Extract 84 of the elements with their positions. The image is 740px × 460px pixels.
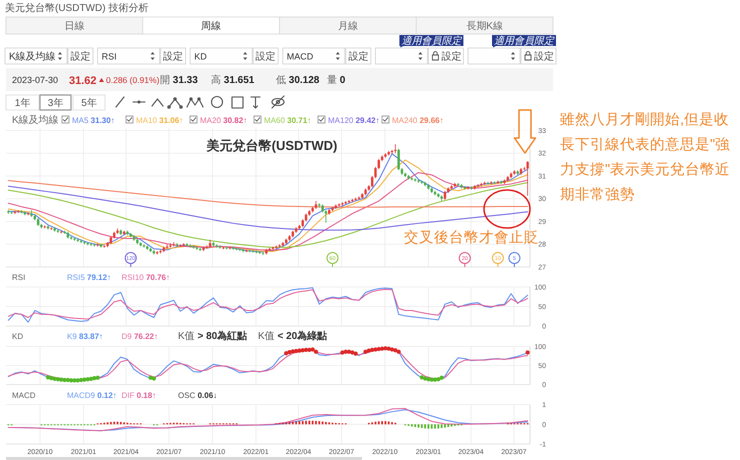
text: 設定 xyxy=(348,50,368,62)
text: MACD9 0.12↑ xyxy=(67,391,117,400)
point xyxy=(284,351,288,356)
point xyxy=(148,376,153,380)
text: D9 76.22↑ xyxy=(122,332,158,341)
legend-title: KD xyxy=(12,332,24,341)
text: MA240 29.66↑ xyxy=(392,116,444,125)
text: DIF 0.18↑ xyxy=(122,391,156,400)
text: 3年 xyxy=(48,97,64,109)
text: RSI xyxy=(102,52,117,62)
point xyxy=(393,348,398,352)
text: MA5 31.30↑ xyxy=(72,116,115,125)
point xyxy=(304,348,308,352)
line-series xyxy=(8,180,528,208)
text: K值 < 20為綠點 xyxy=(258,330,328,342)
annotation: 交叉後台幣才會止貶 xyxy=(404,229,539,246)
point xyxy=(363,350,368,354)
candlestick xyxy=(483,181,486,186)
point xyxy=(46,375,50,380)
text: 2023-07-30 xyxy=(12,75,58,85)
text: MA120 29.42↑ xyxy=(328,116,380,125)
text: 美元兌台幣(USDTWD) 技術分析 xyxy=(5,2,148,14)
point xyxy=(526,350,530,355)
series-label: RSI5 79.12↑ xyxy=(67,273,112,282)
text: 高 31.651 xyxy=(211,74,255,86)
point xyxy=(314,350,318,354)
point xyxy=(310,347,315,352)
point xyxy=(432,378,438,382)
text: 設定 xyxy=(441,50,462,62)
text: 0.286 (0.91%) xyxy=(106,75,160,85)
point xyxy=(152,376,156,381)
candlestick xyxy=(278,244,281,248)
point xyxy=(96,376,100,380)
point xyxy=(354,352,358,356)
text: MA10 31.06↑ xyxy=(136,116,184,125)
text: 長期K線 xyxy=(466,20,503,32)
point xyxy=(287,350,292,354)
text: OSC 0.06↓ xyxy=(178,391,218,400)
text: 5年 xyxy=(81,97,97,109)
candlestick xyxy=(80,239,82,244)
point xyxy=(350,350,354,355)
candlestick xyxy=(192,244,195,250)
candlestick xyxy=(397,148,400,171)
text: KD xyxy=(194,52,208,62)
text: K線及均線 xyxy=(9,50,56,62)
candlestick xyxy=(394,144,397,154)
text: 低 30.128 xyxy=(276,75,320,86)
candlestick xyxy=(341,202,344,206)
text: 量 0 xyxy=(327,75,346,86)
text: K值 > 80為紅點 xyxy=(178,330,248,342)
point xyxy=(440,376,444,380)
candlestick xyxy=(166,244,168,250)
text: MACD xyxy=(286,52,314,62)
text: 設定 xyxy=(163,50,184,62)
text: 日線 xyxy=(64,21,84,32)
point xyxy=(88,376,94,381)
legend-title: MACD xyxy=(12,391,36,400)
text: 雖然八月才剛開始,但是收長下引線代表的意思是"強力支撐"表示美元兌台幣近期非常強勢 xyxy=(560,111,730,203)
text: MA20 30.82↑ xyxy=(200,116,248,125)
candlestick xyxy=(7,210,10,214)
text: 周線 xyxy=(201,21,222,32)
text: 美元兌台幣(USDTWD) xyxy=(206,138,338,154)
legend-title: K線及均線 xyxy=(12,114,59,126)
point xyxy=(396,350,401,354)
line-series xyxy=(8,186,528,231)
text: 設定 xyxy=(534,50,554,62)
text: 31.62 xyxy=(69,75,97,87)
text: 設定 xyxy=(256,50,276,62)
candlestick xyxy=(470,186,473,190)
legend-title: RSI xyxy=(12,273,26,282)
point xyxy=(436,377,440,382)
text: 開 31.33 xyxy=(160,75,198,86)
candlestick xyxy=(410,176,414,181)
text: 1年 xyxy=(14,97,30,109)
candlestick xyxy=(526,160,529,196)
text: 設定 xyxy=(70,50,90,62)
text: K9 83.87↑ xyxy=(67,332,104,341)
candlestick xyxy=(169,242,172,248)
text: MA60 30.71↑ xyxy=(264,116,312,125)
text: 月線 xyxy=(338,21,358,32)
text: RSI10 70.76↑ xyxy=(122,273,170,282)
candlestick xyxy=(20,210,23,214)
point xyxy=(346,350,352,354)
candlestick xyxy=(466,186,470,190)
